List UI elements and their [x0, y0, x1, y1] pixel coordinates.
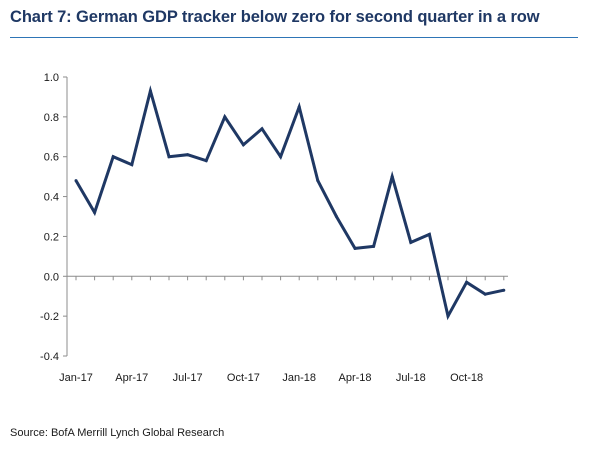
- x-tick-label: Oct-18: [450, 372, 483, 384]
- data-point: [372, 244, 376, 248]
- x-tick-label: Apr-18: [338, 372, 371, 384]
- data-point: [148, 89, 152, 93]
- data-point: [353, 246, 357, 250]
- x-tick-label: Jul-18: [396, 372, 426, 384]
- y-tick-label: 0.8: [44, 112, 59, 124]
- y-axis: -0.4 -0.2 0.0 0.2 0.4 0.6 0.8 1.0: [40, 72, 68, 363]
- data-point: [223, 115, 227, 119]
- data-point: [204, 159, 208, 163]
- data-point: [241, 143, 245, 147]
- data-point: [427, 232, 431, 236]
- source-note: Source: BofA Merrill Lynch Global Resear…: [10, 427, 225, 439]
- data-point: [316, 179, 320, 183]
- data-point: [297, 105, 301, 109]
- y-tick-label: -0.4: [40, 351, 59, 363]
- y-tick-label: 1.0: [44, 72, 59, 84]
- y-tick-label: 0.4: [44, 192, 59, 204]
- x-tick-label: Apr-17: [115, 372, 148, 384]
- data-point: [74, 179, 78, 183]
- data-point: [111, 155, 115, 159]
- data-point: [93, 211, 97, 215]
- data-point: [483, 292, 487, 296]
- data-point: [465, 280, 469, 284]
- chart-title: Chart 7: German GDP tracker below zero f…: [10, 8, 540, 26]
- y-tick-label: 0.6: [44, 152, 59, 164]
- x-tick-label: Jul-17: [173, 372, 203, 384]
- data-point: [334, 215, 338, 218]
- data-point: [186, 153, 190, 157]
- series-group: [74, 85, 506, 321]
- data-point: [446, 314, 450, 318]
- x-tick-label: Oct-17: [227, 372, 260, 384]
- series-line-german-gdp-tracker: [74, 85, 505, 321]
- x-axis: Jan-17 Apr-17 Jul-17 Oct-17 Jan-18 Apr-18 Jul-…: [59, 275, 508, 384]
- title-divider: [10, 37, 578, 38]
- data-point: [260, 127, 264, 131]
- x-tick-label: Jan-18: [282, 372, 316, 384]
- data-point: [167, 155, 171, 159]
- data-point: [409, 240, 413, 244]
- data-point: [130, 163, 134, 167]
- data-point: [502, 288, 506, 292]
- y-tick-label: -0.2: [40, 311, 59, 323]
- data-point: [279, 155, 283, 159]
- y-tick-label: 0.0: [44, 271, 59, 283]
- y-tick-label: 0.2: [44, 231, 59, 243]
- data-point: [390, 175, 394, 179]
- x-tick-label: Jan-17: [59, 372, 93, 384]
